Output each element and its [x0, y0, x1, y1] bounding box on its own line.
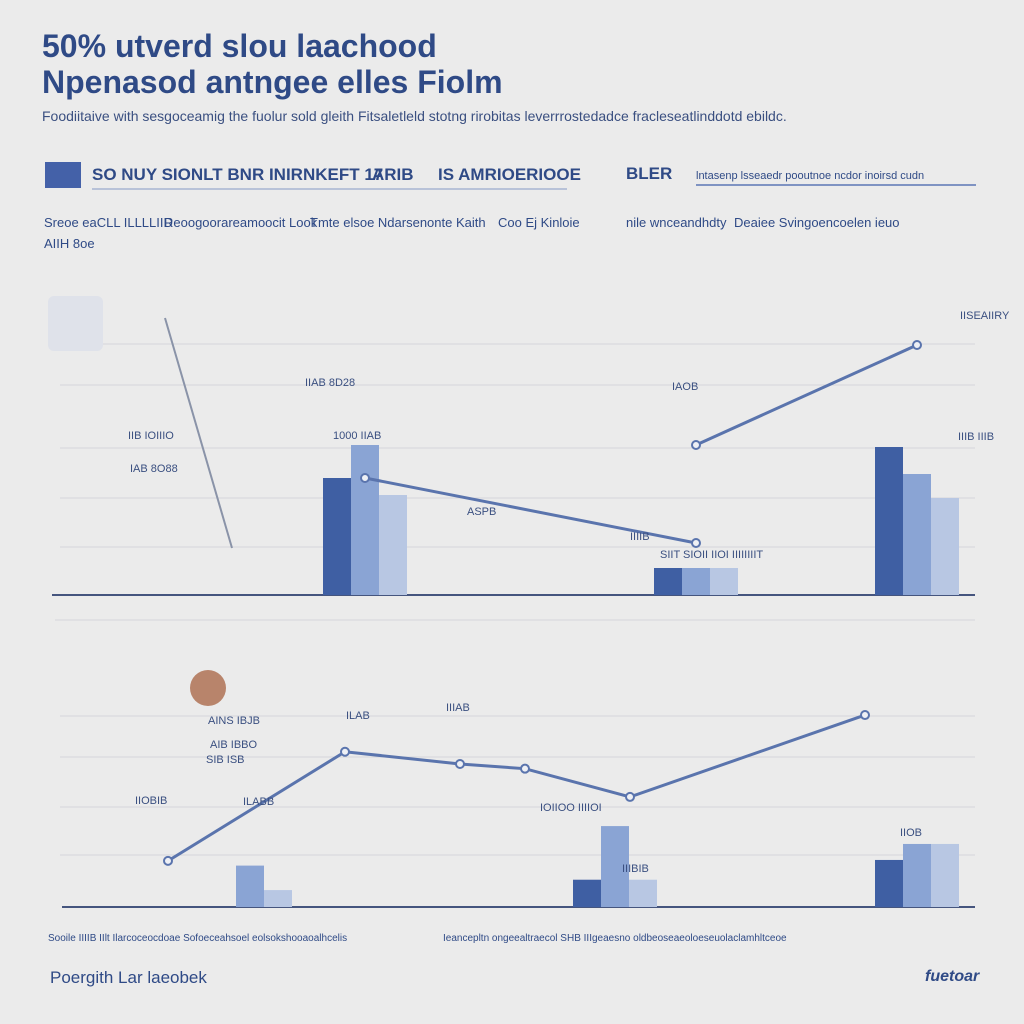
annotation: ILABB	[243, 796, 274, 808]
bar	[654, 568, 682, 595]
brand-right: fuetoar	[925, 968, 980, 985]
bar	[573, 879, 601, 907]
bar	[682, 568, 710, 595]
tab-icon[interactable]	[45, 162, 81, 188]
tab[interactable]: ARIB	[372, 165, 414, 184]
bar	[379, 495, 407, 595]
bar	[236, 865, 264, 907]
bar	[875, 447, 903, 595]
bar	[931, 843, 959, 907]
annotation: IIIAB	[446, 702, 470, 714]
label: nile wnceandhdty	[626, 215, 727, 230]
label: Tmte elsoe Ndarsenonte Kaith	[310, 215, 486, 230]
guides	[55, 343, 975, 856]
title: 50% utverd slou laachood	[42, 28, 437, 64]
line-point	[912, 340, 922, 350]
bar	[323, 478, 351, 595]
footnote: Sooile IIIIB IIlt Ilarcoceocdoae Sofoece…	[48, 933, 348, 944]
annotation: ASPB	[467, 506, 496, 518]
bar	[601, 826, 629, 907]
annotation: IIAB 8D28	[305, 377, 355, 389]
title: Npenasod antngee elles Fiolm	[42, 64, 503, 100]
bar	[903, 843, 931, 907]
side-tab-text: lntasenp lsseaedr pooutnoe ncdor inoirsd…	[696, 170, 925, 182]
annotation: IAOB	[672, 381, 698, 393]
brand: Poergith Lar laeobek	[50, 968, 207, 987]
annotation: IIIBIB	[622, 863, 649, 875]
label: Sreoe eaCLL ILLLLIID	[44, 215, 173, 230]
annotation: SIB ISB	[206, 754, 245, 766]
line	[695, 343, 918, 447]
bar	[351, 445, 379, 595]
annotation: IIOBIB	[135, 795, 167, 807]
line-point	[520, 763, 530, 774]
annotation: IIB IOIIIO	[128, 430, 174, 442]
annotation: ILAB	[346, 710, 370, 722]
annotation: AINS IBJB	[208, 715, 260, 727]
tab[interactable]: SO NUY SIONLT BNR INIRNKEFT 17	[92, 165, 384, 184]
bar	[710, 568, 738, 595]
subtitle: Foodiitaive with sesgoceamig the fuolur …	[42, 108, 787, 124]
label: Reoogoorareamoocit Look	[164, 215, 318, 230]
label-sub: AIIH 8oe	[44, 236, 95, 251]
bar	[629, 879, 657, 907]
label: Deaiee Svingoencoelen ieuo	[734, 215, 900, 230]
icon	[48, 296, 103, 351]
line-point	[625, 791, 635, 802]
avatar	[190, 670, 226, 706]
annotation: SIIT SIOII IIOI IIIIIIIIT	[660, 549, 763, 561]
side-tab-label[interactable]: BLER	[626, 164, 673, 183]
leader	[164, 317, 233, 549]
bar	[931, 498, 959, 595]
line-point	[340, 746, 350, 757]
annotation: IISEAIIRY	[960, 310, 1010, 322]
bar	[903, 474, 931, 595]
line-point	[455, 758, 465, 769]
line-point	[360, 473, 370, 483]
side-underline	[696, 184, 976, 186]
line-point	[691, 440, 701, 450]
annotation: IIIB IIIB	[958, 431, 994, 443]
annotation: 1000 IIAB	[333, 430, 381, 442]
line-point	[163, 855, 173, 866]
annotation: IIOB	[900, 827, 922, 839]
line	[364, 476, 697, 545]
tab-underline	[92, 188, 567, 190]
bar	[264, 890, 292, 907]
line-point	[860, 710, 870, 721]
annotation: AIB IBBO	[210, 739, 258, 751]
bar	[875, 859, 903, 907]
line-point	[691, 538, 701, 548]
label: Coo Ej Kinloie	[498, 215, 580, 230]
annotation: IOIIOO IIIIOI	[540, 802, 602, 814]
tab[interactable]: IS AMRIOERIOOE	[438, 165, 581, 184]
line	[167, 713, 866, 863]
footnote: Ieancepltn ongeealtraecol SHB IIIgeaesno…	[443, 933, 787, 944]
annotation: IAB 8O88	[130, 463, 178, 475]
annotation: IIIIB	[630, 531, 650, 543]
